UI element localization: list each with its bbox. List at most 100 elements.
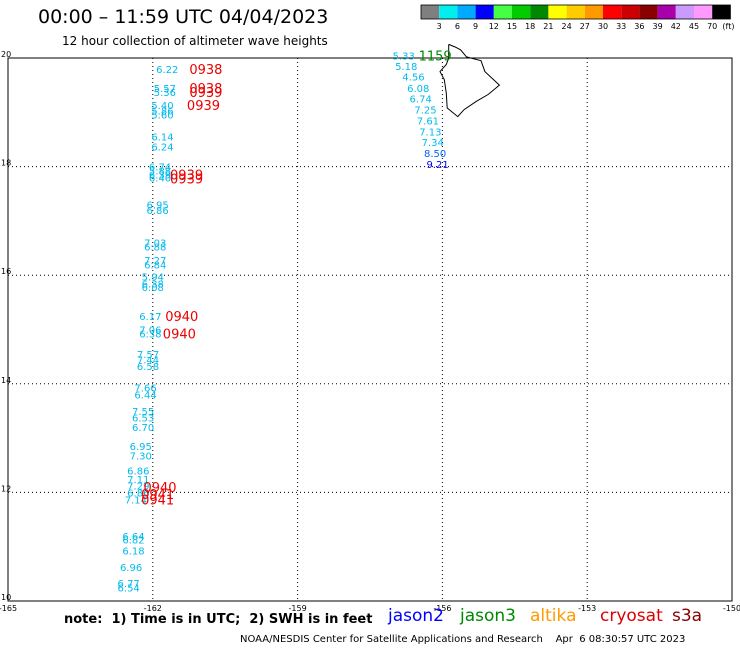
legend-value-label: 12	[489, 22, 499, 31]
swh-value-label: 6.95	[130, 442, 152, 453]
swh-value-label: 6.96	[120, 563, 142, 574]
swh-value-label: 6.22	[156, 65, 178, 76]
swh-value-label: 6.70	[132, 423, 154, 434]
swh-value-label: 6.74	[410, 95, 432, 106]
x-tick-label: -159	[289, 604, 307, 613]
swh-value-label: 7.66	[134, 384, 156, 395]
legend-value-label: 39	[653, 22, 663, 31]
footer-note: note: 1) Time is in UTC; 2) SWH is in fe…	[64, 612, 373, 627]
time-label: 0941	[141, 493, 174, 508]
plot-area: -165 -162 -159 -156 -153 -150 10 12 14 16 18 20	[0, 50, 740, 613]
time-label: 0939	[170, 173, 203, 188]
swh-value-label: 6.77	[118, 579, 140, 590]
swh-value-label: 5.33	[393, 51, 415, 62]
swh-value-label: 6.14	[151, 133, 173, 144]
legend-value-label: 21	[543, 22, 553, 31]
swh-value-label: 6.84	[144, 260, 166, 271]
swh-value-label: 6.54	[118, 583, 140, 594]
time-label: 0940	[165, 310, 198, 325]
time-label: 0939	[187, 99, 220, 114]
legend-swatch	[712, 5, 731, 19]
swh-value-label: 5.36	[154, 88, 176, 99]
y-tick-label: 20	[1, 50, 11, 59]
legend-unit-label: (ft)	[722, 22, 734, 31]
plot-border	[7, 57, 733, 602]
swh-value-label: 7.34	[422, 138, 444, 149]
swh-value-label: 7.03	[144, 239, 166, 250]
page-subtitle: 12 hour collection of altimeter wave hei…	[62, 34, 328, 48]
swh-value-label: 5.94	[142, 272, 164, 283]
swh-value-label: 6.82	[122, 536, 144, 547]
time-label: 0938	[189, 63, 222, 78]
swh-value-label: 6.53	[132, 413, 154, 424]
time-label: 0940	[143, 481, 176, 496]
swh-value-label: 7.57	[137, 350, 159, 361]
y-tick-label: 16	[1, 267, 11, 276]
swh-value-label: 7.30	[130, 451, 152, 462]
swh-value-label: 6.38	[142, 279, 164, 290]
swh-value-label: 6.58	[137, 362, 159, 373]
swh-value-label: 6.08	[407, 84, 429, 95]
time-label: 0940	[163, 327, 196, 342]
swh-value-label: 6.86	[146, 206, 168, 217]
swh-value-label: 5.57	[154, 84, 176, 95]
time-label: 0938	[189, 82, 222, 97]
swh-value-label: 5.18	[395, 62, 417, 73]
time-label: 0939	[170, 169, 203, 184]
satellite-name: jason3	[460, 606, 516, 626]
legend-swatch	[584, 5, 603, 19]
legend-swatch	[493, 5, 512, 19]
swh-value-label: 7.27	[144, 256, 166, 267]
legend-value-label: 42	[671, 22, 681, 31]
swh-value-label: 7.11	[127, 475, 149, 486]
swh-points: 6.225.575.365.405.865.606.146.246.745.88…	[118, 51, 449, 594]
legend-value-label: 24	[562, 22, 572, 31]
legend-value-label: 3	[437, 22, 442, 31]
legend-swatch	[512, 5, 531, 19]
swh-value-label: 6.88	[144, 242, 166, 253]
x-tick-label: -150	[723, 604, 740, 613]
y-tick-label: 12	[1, 484, 11, 493]
satellite-name: s3a	[672, 606, 703, 626]
time-label: 0941	[141, 488, 174, 503]
swh-value-label: 6.40	[149, 173, 171, 184]
legend-swatch	[475, 5, 494, 19]
x-tick-label: -162	[144, 604, 162, 613]
swh-value-label: 6.74	[149, 163, 171, 174]
swh-value-label: 6.24	[151, 143, 173, 154]
swh-value-label: 8.50	[424, 149, 446, 160]
island-outline	[439, 43, 501, 118]
satellite-name: altika	[530, 606, 577, 626]
legend-swatch	[657, 5, 676, 19]
swh-value-label: 6.64	[122, 532, 144, 543]
y-tick-label: 10	[1, 593, 11, 602]
swh-value-label: 7.29	[127, 481, 149, 492]
swh-value-label: 7.25	[414, 106, 436, 117]
legend-swatch	[694, 5, 713, 19]
footer-credit: NOAA/NESDIS Center for Satellite Applica…	[240, 634, 686, 645]
swh-value-label: 6.39	[149, 171, 171, 182]
swh-value-label: 6.08	[142, 283, 164, 294]
satellite-name: jason2	[388, 606, 444, 626]
y-tick-label: 18	[1, 159, 11, 168]
legend-swatch	[603, 5, 622, 19]
swh-value-label: 7.06	[139, 326, 161, 337]
swh-value-label: 7.13	[419, 127, 441, 138]
swh-value-label: 5.60	[151, 110, 173, 121]
color-legend: 3 6 9 12 15 18 21 24 27 30 33 36 39 42 45 70 (ft)	[420, 4, 734, 31]
x-tick-label: -153	[578, 604, 596, 613]
swh-value-label: 6.44	[134, 391, 156, 402]
swh-value-label: 6.38	[139, 329, 161, 340]
swh-value-label: 7.61	[417, 116, 439, 127]
island-coastline	[439, 43, 501, 118]
swh-value-label: 6.95	[146, 201, 168, 212]
swh-value-label: 7.55	[132, 407, 154, 418]
swh-value-label: 6.18	[122, 547, 144, 558]
legend-swatch	[439, 5, 458, 19]
swh-value-label: 5.88	[149, 166, 171, 177]
y-tick-label: 14	[1, 376, 11, 385]
legend-swatch	[548, 5, 567, 19]
time-label: 0939	[189, 86, 222, 101]
